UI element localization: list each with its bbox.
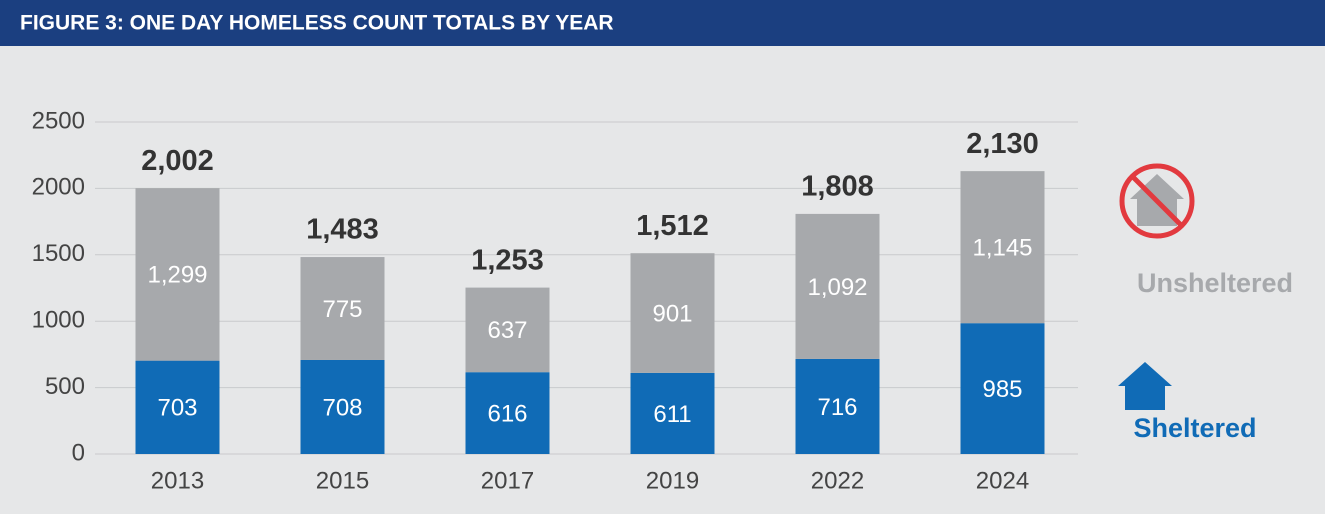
legend-label: Unsheltered — [1137, 268, 1293, 298]
value-label: 703 — [157, 395, 197, 422]
sheltered-icon — [1118, 362, 1172, 410]
total-label: 2,130 — [966, 128, 1039, 160]
x-tick-label: 2013 — [151, 467, 204, 494]
bar-segment — [630, 372, 715, 454]
x-tick-label: 2019 — [646, 467, 699, 494]
y-tick-label: 500 — [45, 373, 85, 400]
x-tick-label: 2015 — [316, 467, 369, 494]
bar-segment — [300, 257, 385, 360]
y-tick-label: 1000 — [32, 307, 85, 334]
value-label: 901 — [652, 300, 692, 327]
bar-segment — [795, 213, 880, 359]
bar-segment — [630, 253, 715, 373]
value-label: 775 — [322, 296, 362, 323]
x-tick-label: 2017 — [481, 467, 534, 494]
bar-segment — [135, 360, 220, 454]
total-label: 1,253 — [471, 244, 544, 276]
value-label: 637 — [487, 317, 527, 344]
total-label: 1,808 — [801, 171, 874, 203]
value-label: 1,092 — [807, 274, 867, 301]
bar-segment — [300, 359, 385, 454]
value-label: 1,299 — [147, 262, 207, 289]
bar-segment — [465, 287, 550, 373]
bar-segment — [960, 323, 1045, 454]
bar-segment — [465, 372, 550, 454]
bar-segment — [135, 188, 220, 361]
value-label: 616 — [487, 400, 527, 427]
legend-label: Sheltered — [1133, 413, 1256, 443]
total-label: 2,002 — [141, 145, 214, 177]
total-label: 1,483 — [306, 214, 379, 246]
bar-segment — [795, 358, 880, 454]
y-tick-label: 2500 — [32, 107, 85, 134]
value-label: 708 — [322, 394, 362, 421]
total-label: 1,512 — [636, 210, 709, 242]
x-tick-label: 2024 — [976, 467, 1029, 494]
y-tick-label: 2000 — [32, 174, 85, 201]
chart-title: FIGURE 3: ONE DAY HOMELESS COUNT TOTALS … — [20, 12, 614, 35]
value-label: 611 — [653, 401, 691, 428]
value-label: 1,145 — [972, 235, 1032, 262]
unsheltered-icon — [1119, 163, 1195, 239]
value-label: 716 — [817, 394, 857, 421]
x-tick-label: 2022 — [811, 467, 864, 494]
y-tick-label: 0 — [72, 439, 85, 466]
bar-segment — [960, 171, 1045, 324]
y-tick-label: 1500 — [32, 240, 85, 267]
value-label: 985 — [982, 376, 1022, 403]
header-bar — [0, 0, 1325, 46]
